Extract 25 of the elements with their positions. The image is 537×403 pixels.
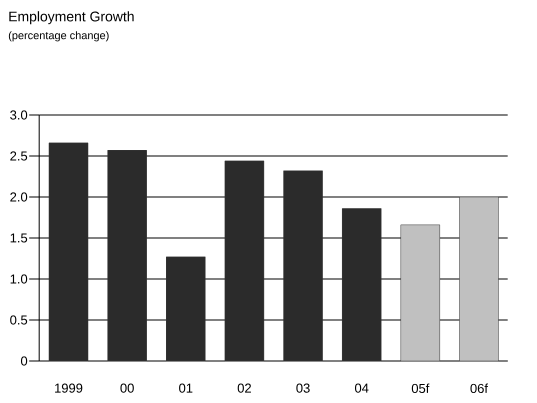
x-tick-label: 01	[179, 384, 192, 393]
y-tick-label: 0	[20, 356, 28, 366]
x-tick-label: 04	[354, 384, 369, 393]
y-tick-label: 0.5	[10, 315, 28, 325]
x-tick-label: 00	[120, 384, 134, 393]
y-tick-label: 2.0	[10, 192, 28, 202]
chart-subtitle: (percentage change)	[8, 31, 109, 42]
bar	[283, 170, 323, 362]
x-tick-label: 02	[238, 384, 251, 393]
y-tick-label: 1.0	[10, 274, 28, 284]
bar	[48, 142, 88, 362]
bar	[107, 150, 147, 362]
x-tick-label: 06f	[470, 384, 488, 394]
x-tick-label: 1999	[55, 384, 82, 393]
y-tick-label: 2.5	[10, 151, 28, 161]
bar	[166, 256, 206, 362]
chart-title: Employment Growth	[9, 11, 134, 24]
y-tick-label: 1.5	[10, 233, 28, 243]
bar	[400, 224, 440, 362]
x-tick-label: 05f	[412, 384, 430, 394]
bar	[224, 160, 264, 362]
bar	[459, 196, 499, 362]
y-tick-label: 3.0	[10, 110, 28, 120]
x-tick-label: 03	[296, 384, 310, 393]
bar	[342, 208, 382, 362]
